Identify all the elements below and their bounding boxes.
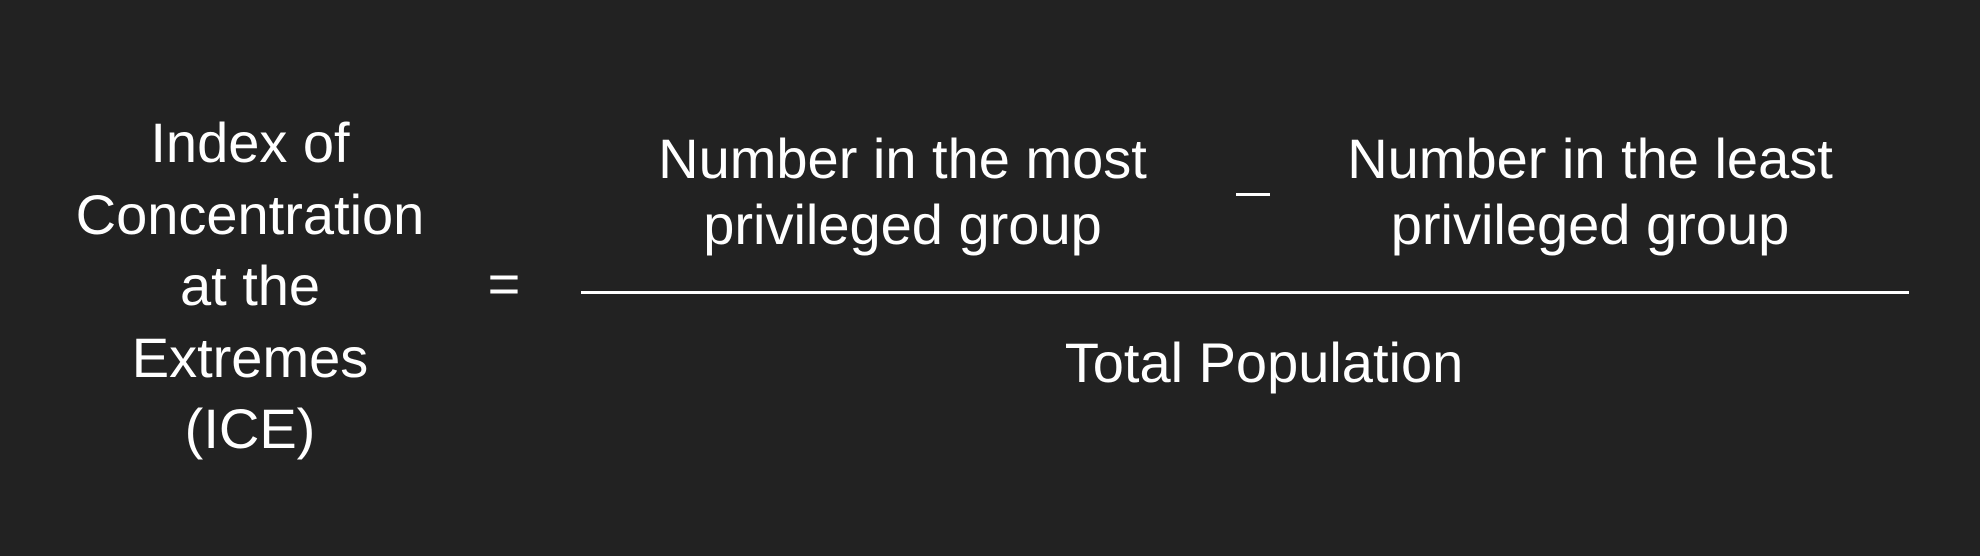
numerator-least-privileged: Number in the least privileged group [1290,126,1890,258]
index-name-line: (ICE) [184,397,316,460]
numerator-most-privileged: Number in the most privileged group [600,126,1205,258]
equals-sign: = [487,252,521,315]
index-name-line: Index of [150,111,350,174]
numerator-least-line: privileged group [1390,193,1790,256]
minus-operator [1236,193,1270,196]
fraction-bar [581,291,1909,294]
numerator-least-line: Number in the least [1347,127,1833,190]
index-name: Index of Concentration at the Extremes (… [40,107,460,465]
numerator-most-line: privileged group [703,193,1102,256]
index-name-line: at the [179,254,321,317]
index-name-line: Concentration [75,182,425,246]
index-name-line: Extremes [131,325,369,389]
denominator-total-population: Total Population [1064,331,1464,394]
numerator-most-line: Number in the most [658,127,1147,190]
